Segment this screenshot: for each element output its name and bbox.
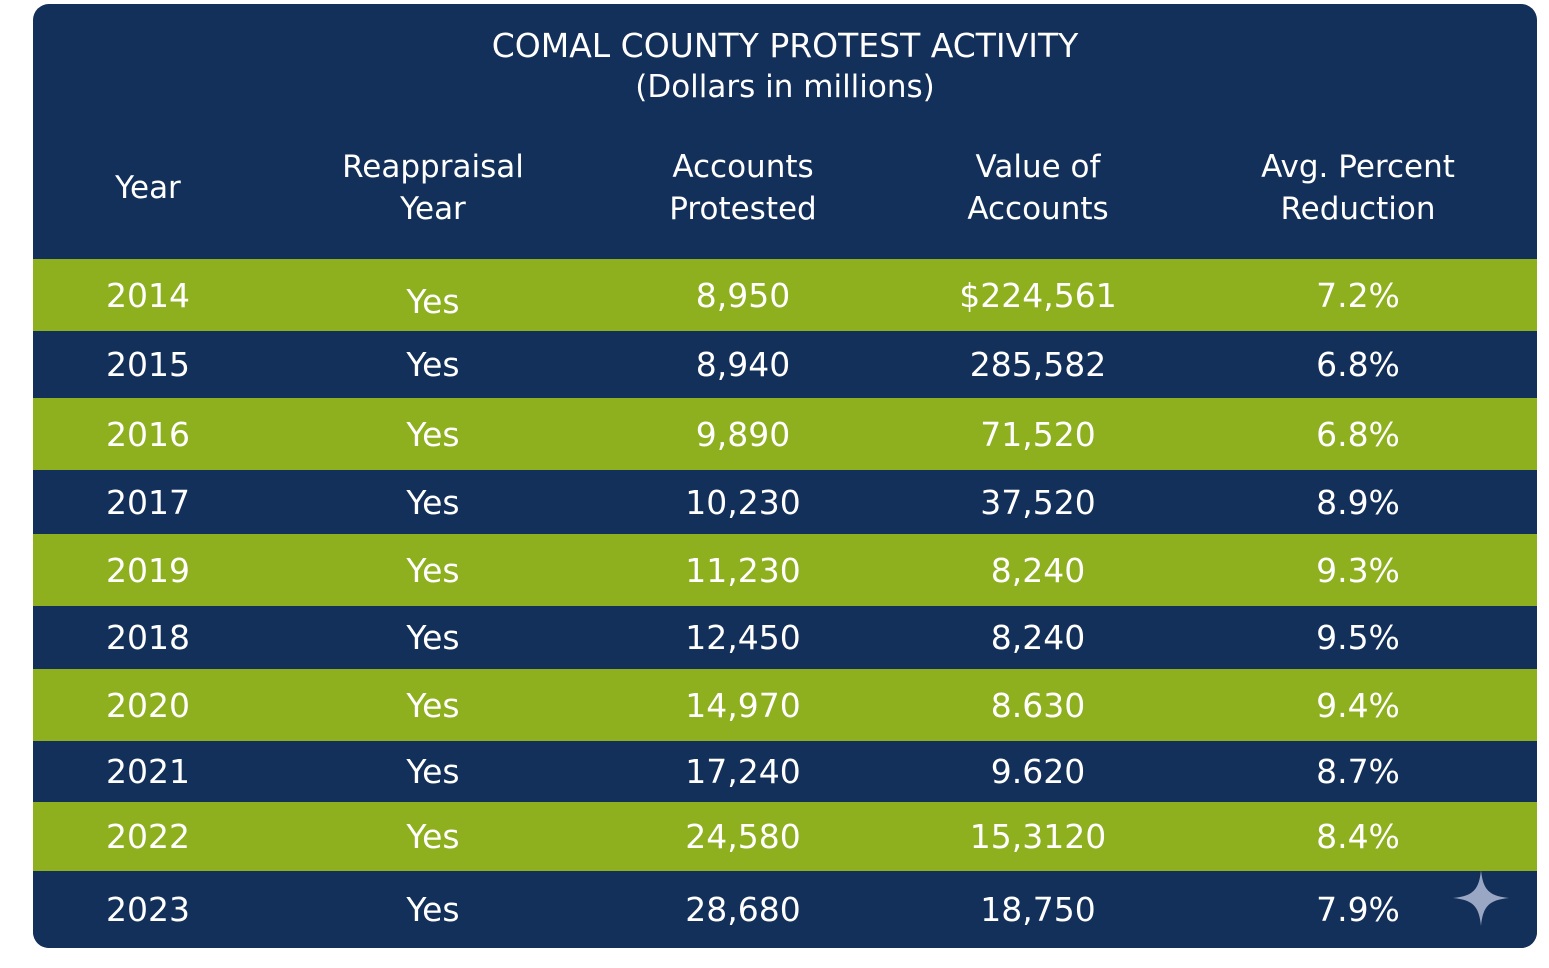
- reduction-cell: 6.8%: [1316, 345, 1400, 384]
- table-header-row: Year Reappraisal Year Accounts Protested…: [33, 140, 1537, 236]
- accounts-protested-cell: 12,450: [685, 618, 801, 657]
- column-header-value-of-accounts: Value of Accounts: [928, 140, 1148, 236]
- value-cell: 8,240: [990, 618, 1086, 657]
- year-cell: 2019: [106, 550, 190, 590]
- accounts-protested-cell: 28,680: [685, 890, 801, 929]
- column-header-year: Year: [88, 140, 208, 236]
- table-row: 2019 Yes 11,230 8,240 9.3%: [33, 534, 1537, 606]
- year-cell: 2023: [106, 890, 190, 929]
- sparkle-shape: [1453, 870, 1509, 926]
- table-row: 2022 Yes 24,580 15,3120 8.4%: [33, 802, 1537, 871]
- column-header-line: Reappraisal: [342, 149, 524, 185]
- reappraisal-cell: Yes: [406, 685, 460, 725]
- year-cell: 2020: [106, 685, 190, 725]
- accounts-protested-cell: 24,580: [685, 817, 801, 856]
- reappraisal-cell: Yes: [406, 482, 460, 522]
- value-cell: 285,582: [969, 345, 1107, 384]
- accounts-protested-cell: 9,890: [695, 414, 791, 454]
- table-row: 2020 Yes 14,970 8.630 9.4%: [33, 669, 1537, 741]
- accounts-protested-cell: 8,950: [695, 275, 791, 315]
- table-row: 2021 Yes 17,240 9.620 8.7%: [33, 741, 1537, 802]
- value-cell: $224,561: [959, 275, 1117, 315]
- column-header-line: Avg. Percent: [1261, 149, 1455, 185]
- reduction-cell: 7.9%: [1316, 890, 1400, 929]
- column-header-line: Value of: [975, 149, 1101, 185]
- table-row: 2017 Yes 10,230 37,520 8.9%: [33, 470, 1537, 534]
- accounts-protested-cell: 10,230: [685, 482, 801, 522]
- column-header-reappraisal-year: Reappraisal Year: [323, 140, 543, 236]
- accounts-protested-cell: 14,970: [685, 685, 801, 725]
- reappraisal-cell: Yes: [406, 345, 460, 384]
- value-cell: 15,3120: [969, 817, 1107, 856]
- reduction-cell: 8.4%: [1316, 817, 1400, 856]
- table-row: 2014 Yes 8,950 $224,561 7.2%: [33, 259, 1537, 331]
- reduction-cell: 7.2%: [1316, 275, 1400, 315]
- column-header-line: Accounts: [672, 149, 814, 185]
- year-cell: 2018: [106, 618, 190, 657]
- column-header-accounts-protested: Accounts Protested: [633, 140, 853, 236]
- column-header-line: Year: [115, 170, 181, 206]
- chart-title: COMAL COUNTY PROTEST ACTIVITY: [491, 26, 1079, 65]
- reappraisal-cell: Yes: [406, 752, 460, 791]
- table-row: 2015 Yes 8,940 285,582 6.8%: [33, 331, 1537, 398]
- year-cell: 2021: [106, 752, 190, 791]
- column-header-line: Protested: [669, 191, 817, 227]
- value-cell: 8.630: [990, 685, 1086, 725]
- table-row: 2016 Yes 9,890 71,520 6.8%: [33, 398, 1537, 470]
- year-cell: 2015: [106, 345, 190, 384]
- title-block: COMAL COUNTY PROTEST ACTIVITY (Dollars i…: [33, 26, 1537, 108]
- accounts-protested-cell: 17,240: [685, 752, 801, 791]
- reappraisal-cell: Yes: [406, 414, 460, 454]
- column-header-avg-percent-reduction: Avg. Percent Reduction: [1228, 140, 1488, 236]
- reappraisal-cell: Yes: [406, 890, 460, 929]
- reappraisal-cell: Yes: [406, 281, 460, 321]
- table-card: COMAL COUNTY PROTEST ACTIVITY (Dollars i…: [33, 4, 1537, 948]
- reduction-cell: 9.5%: [1316, 618, 1400, 657]
- year-cell: 2017: [106, 482, 190, 522]
- reappraisal-cell: Yes: [406, 550, 460, 590]
- column-header-line: Accounts: [967, 191, 1109, 227]
- reduction-cell: 8.9%: [1316, 482, 1400, 522]
- accounts-protested-cell: 11,230: [685, 550, 801, 590]
- reduction-cell: 6.8%: [1316, 414, 1400, 454]
- reappraisal-cell: Yes: [406, 817, 460, 856]
- table-row: 2023 Yes 28,680 18,750 7.9%: [33, 871, 1537, 948]
- value-cell: 9.620: [990, 752, 1086, 791]
- table-row: 2018 Yes 12,450 8,240 9.5%: [33, 606, 1537, 669]
- value-cell: 37,520: [980, 482, 1096, 522]
- reduction-cell: 9.4%: [1316, 685, 1400, 725]
- reduction-cell: 8.7%: [1316, 752, 1400, 791]
- year-cell: 2016: [106, 414, 190, 454]
- year-cell: 2022: [106, 817, 190, 856]
- value-cell: 71,520: [980, 414, 1096, 454]
- column-header-line: Reduction: [1280, 191, 1436, 227]
- chart-subtitle: (Dollars in millions): [635, 69, 935, 105]
- reappraisal-cell: Yes: [406, 618, 460, 657]
- value-cell: 8,240: [990, 550, 1086, 590]
- value-cell: 18,750: [980, 890, 1096, 929]
- sparkle-icon: [1453, 870, 1509, 926]
- year-cell: 2014: [106, 275, 190, 315]
- accounts-protested-cell: 8,940: [695, 345, 791, 384]
- reduction-cell: 9.3%: [1316, 550, 1400, 590]
- column-header-line: Year: [400, 191, 466, 227]
